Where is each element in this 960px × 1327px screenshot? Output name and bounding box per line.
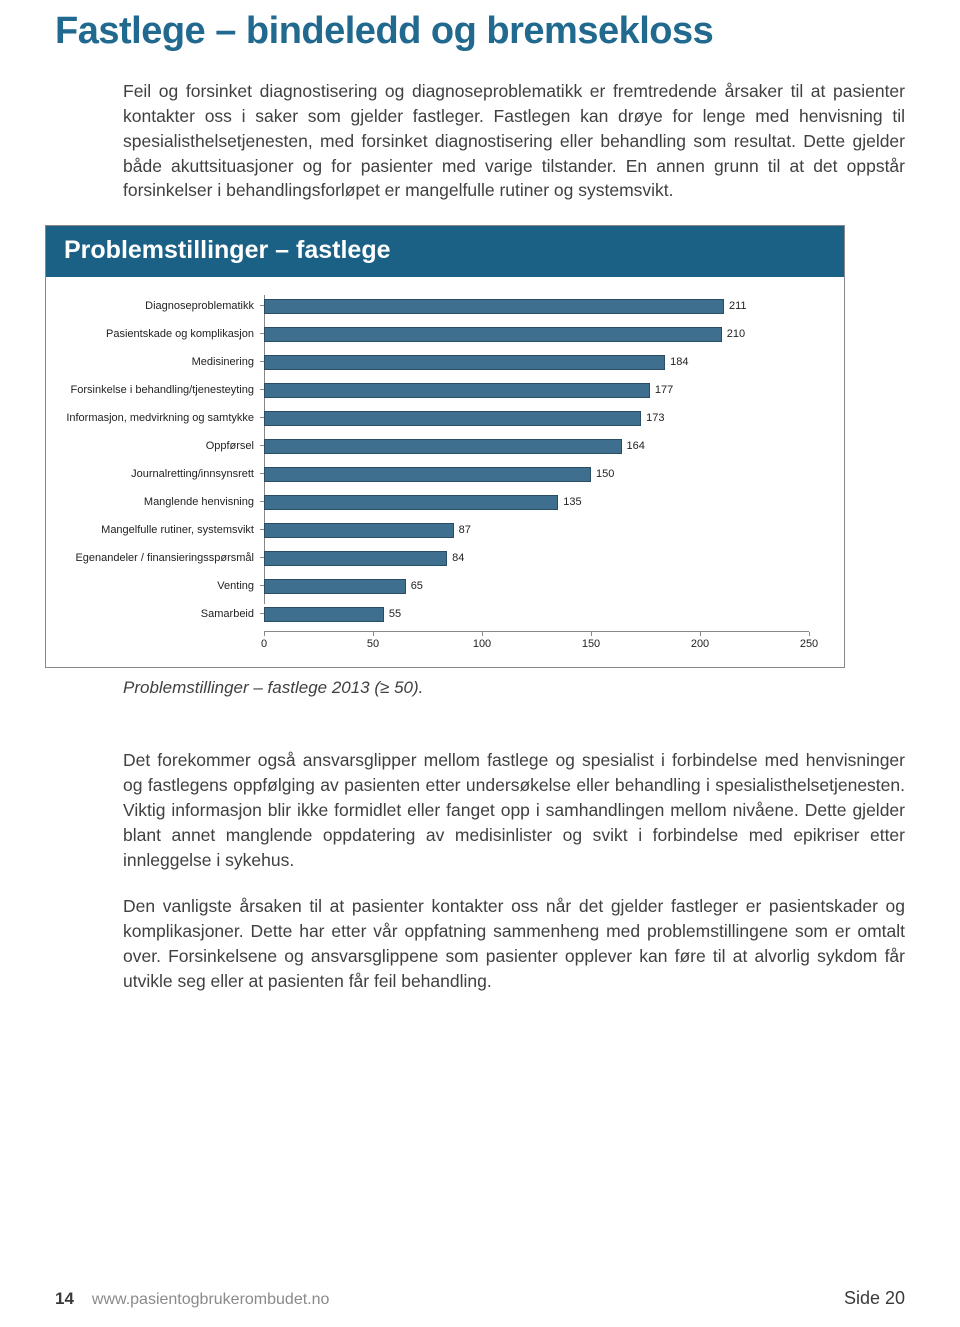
bar-row: Manglende henvisning135 [264, 491, 826, 514]
page-number: 14 [55, 1289, 74, 1309]
bar [264, 607, 384, 622]
bar-row: Mangelfulle rutiner, systemsvikt87 [264, 519, 826, 542]
paragraph-1: Feil og forsinket diagnostisering og dia… [123, 79, 905, 203]
x-axis-label: 250 [800, 638, 818, 650]
x-axis-label: 100 [473, 638, 491, 650]
bar-row: Pasientskade og komplikasjon210 [264, 323, 826, 346]
y-axis-label: Mangelfulle rutiner, systemsvikt [64, 524, 259, 536]
bar-value: 65 [411, 580, 423, 592]
x-axis-label: 150 [582, 638, 600, 650]
bar-value: 150 [596, 468, 614, 480]
chart-container: Problemstillinger – fastlege Diagnosepro… [45, 225, 845, 668]
y-axis-label: Egenandeler / finansieringsspørsmål [64, 552, 259, 564]
x-axis-label: 0 [261, 638, 267, 650]
chart-caption: Problemstillinger – fastlege 2013 (≥ 50)… [123, 678, 905, 698]
bar-value: 211 [729, 300, 747, 312]
footer-url: www.pasientogbrukerombudet.no [92, 1291, 844, 1309]
x-axis-label: 200 [691, 638, 709, 650]
bar [264, 467, 591, 482]
bar-row: Egenandeler / finansieringsspørsmål84 [264, 547, 826, 570]
bar-value: 184 [670, 356, 688, 368]
bar-row: Samarbeid55 [264, 603, 826, 626]
bar [264, 551, 447, 566]
y-axis-label: Medisinering [64, 356, 259, 368]
bar-row: Oppførsel164 [264, 435, 826, 458]
bar [264, 411, 641, 426]
bar-value: 173 [646, 412, 664, 424]
bar-value: 177 [655, 384, 673, 396]
x-axis-label: 50 [367, 638, 379, 650]
paragraph-2: Det forekommer også ansvarsglipper mello… [123, 748, 905, 872]
bar [264, 523, 454, 538]
x-axis: 050100150200250 [264, 631, 809, 653]
bar [264, 579, 406, 594]
y-axis-label: Diagnoseproblematikk [64, 300, 259, 312]
page-title: Fastlege – bindeledd og bremsekloss [55, 10, 905, 53]
bar-value: 135 [563, 496, 581, 508]
bar [264, 327, 722, 342]
bar-value: 210 [727, 328, 745, 340]
bar-value: 84 [452, 552, 464, 564]
side-label: Side 20 [844, 1288, 905, 1309]
bar-row: Informasjon, medvirkning og samtykke173 [264, 407, 826, 430]
paragraph-3: Den vanligste årsaken til at pasienter k… [123, 894, 905, 993]
y-axis-label: Venting [64, 580, 259, 592]
bar [264, 299, 724, 314]
page-footer: 14 www.pasientogbrukerombudet.no Side 20 [0, 1288, 960, 1309]
y-axis-label: Informasjon, medvirkning og samtykke [64, 412, 259, 424]
bar-value: 87 [459, 524, 471, 536]
bar-row: Diagnoseproblematikk211 [264, 295, 826, 318]
y-axis-label: Manglende henvisning [64, 496, 259, 508]
chart-title: Problemstillinger – fastlege [46, 226, 844, 277]
bar-row: Forsinkelse i behandling/tjenesteyting17… [264, 379, 826, 402]
y-axis-label: Pasientskade og komplikasjon [64, 328, 259, 340]
bar [264, 495, 558, 510]
chart-body: Diagnoseproblematikk211Pasientskade og k… [46, 277, 844, 667]
bar [264, 355, 665, 370]
bar-row: Journalretting/innsynsrett150 [264, 463, 826, 486]
y-axis-label: Forsinkelse i behandling/tjenesteyting [64, 384, 259, 396]
bar-value: 55 [389, 608, 401, 620]
bar [264, 383, 650, 398]
y-axis-label: Journalretting/innsynsrett [64, 468, 259, 480]
y-axis-label: Samarbeid [64, 608, 259, 620]
bars-area: Diagnoseproblematikk211Pasientskade og k… [64, 295, 826, 626]
bar [264, 439, 622, 454]
bar-value: 164 [627, 440, 645, 452]
y-axis-label: Oppførsel [64, 440, 259, 452]
bar-row: Medisinering184 [264, 351, 826, 374]
bar-row: Venting65 [264, 575, 826, 598]
